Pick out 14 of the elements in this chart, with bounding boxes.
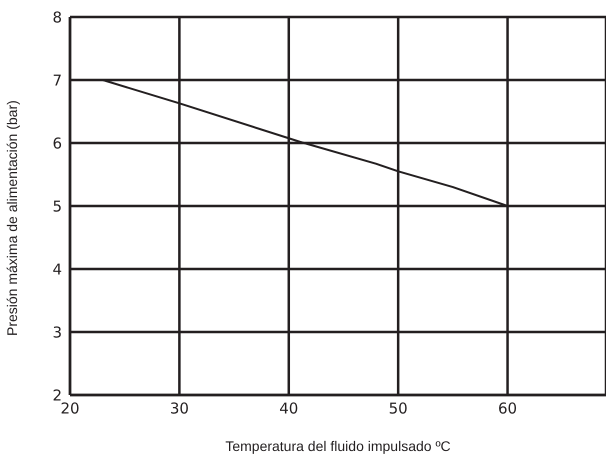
y-tick-label: 2 xyxy=(52,386,62,404)
x-tick-label: 60 xyxy=(498,400,518,418)
x-axis-title: Temperatura del fluido impulsado ºC xyxy=(225,438,451,454)
y-tick-label: 4 xyxy=(52,260,62,278)
x-tick-label: 30 xyxy=(170,400,189,418)
y-axis-title: Presión máxima de alimentación (bar) xyxy=(4,100,20,336)
y-tick-label: 6 xyxy=(52,134,62,152)
x-tick-label: 50 xyxy=(388,400,408,418)
x-tick-label: 20 xyxy=(60,400,80,418)
y-tick-label: 3 xyxy=(52,323,62,342)
y-tick-label: 8 xyxy=(52,8,62,26)
y-tick-label: 5 xyxy=(52,197,62,216)
y-tick-label: 7 xyxy=(52,71,62,90)
x-tick-label: 40 xyxy=(279,400,298,418)
